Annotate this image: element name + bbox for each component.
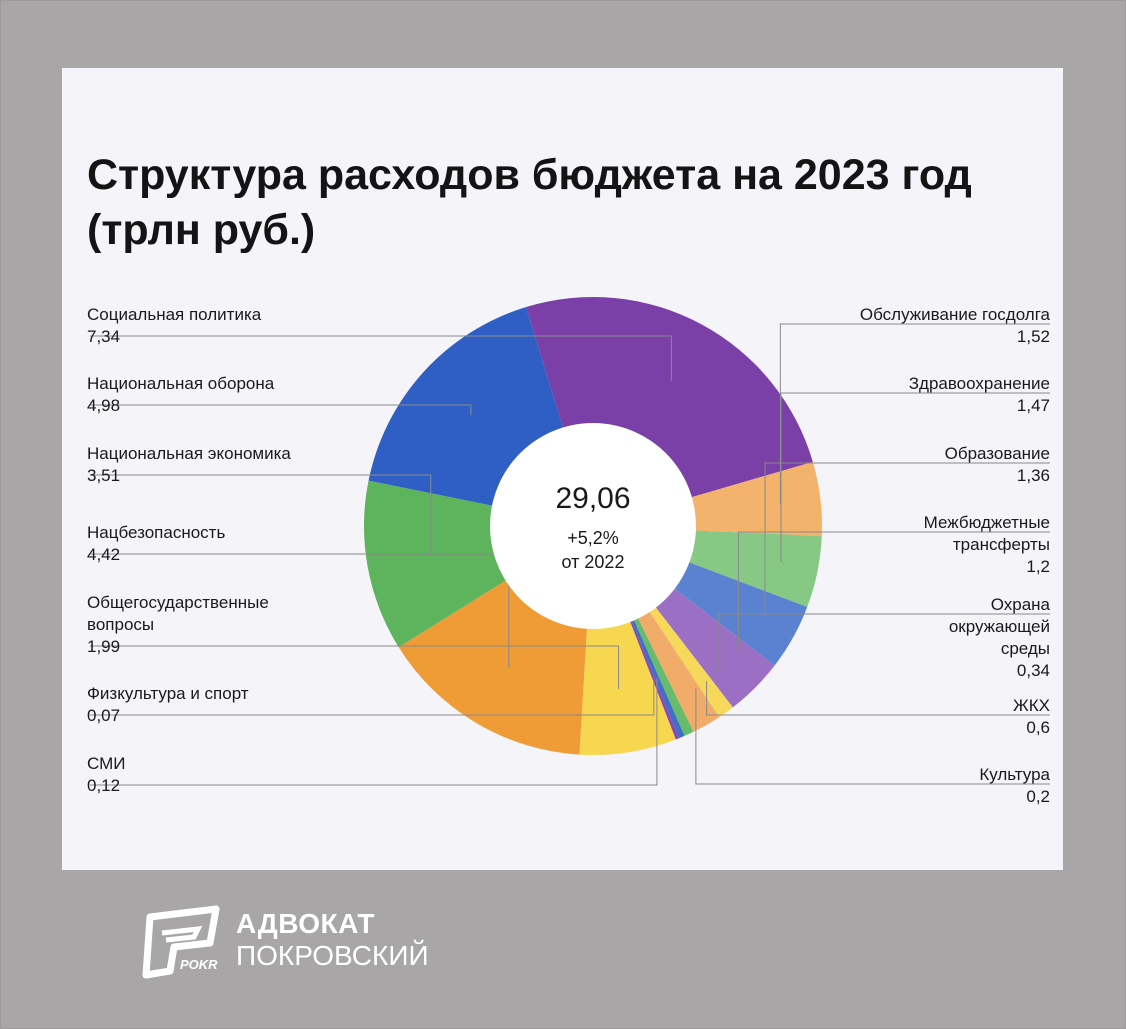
slice-label-name: Межбюджетные bbox=[923, 513, 1050, 532]
leader-line-L1 bbox=[90, 335, 672, 381]
slice-label-r-7: Культура 0,2 bbox=[979, 764, 1050, 808]
slice-label-l-7: СМИ 0,12 bbox=[87, 753, 125, 797]
chart-title: Структура расходов бюджета на 2023 год (… bbox=[87, 148, 1047, 258]
slice-label-name: Нацбезопасность bbox=[87, 523, 226, 542]
center-change-note: от 2022 bbox=[562, 552, 625, 572]
slice-label-l-5: Общегосударственные вопросы 1,99 bbox=[87, 592, 269, 658]
slice-label-name: Физкультура и спорт bbox=[87, 684, 249, 703]
slice-label-r-2: Здравоохранение 1,47 bbox=[909, 373, 1050, 417]
leader-line-R2 bbox=[780, 392, 1050, 562]
slice-label-l-6: Физкультура и спорт 0,07 bbox=[87, 683, 249, 727]
slice-label-r-3: Образование 1,36 bbox=[945, 443, 1050, 487]
slice-label-l-1: Социальная политика 7,34 bbox=[87, 304, 261, 348]
slice-label-value: 1,99 bbox=[87, 637, 121, 656]
slice-label-value: 4,98 bbox=[87, 396, 121, 415]
slice-label-value: 1,36 bbox=[1016, 466, 1050, 485]
leader-line-L7 bbox=[90, 677, 658, 786]
slice-label-name: СМИ bbox=[87, 754, 126, 773]
slice-label-value: 0,12 bbox=[87, 776, 121, 795]
brand-line-2: ПОКРОВСКИЙ bbox=[236, 940, 429, 971]
leader-line-R7 bbox=[695, 688, 1050, 785]
leader-line-R1 bbox=[779, 323, 1050, 505]
slice-label-r-5: Охрана окружающей среды 0,34 bbox=[949, 594, 1050, 682]
leader-line-L3 bbox=[90, 474, 432, 556]
slice-label-name: Образование bbox=[944, 444, 1050, 463]
slice-label-value: 0,07 bbox=[87, 706, 121, 725]
leader-line-R5 bbox=[718, 613, 1050, 672]
slice-label-name: Здравоохранение bbox=[908, 374, 1050, 393]
slice-label-name: Культура bbox=[979, 765, 1050, 784]
slice-label-l-2: Национальная оборона 4,98 bbox=[87, 373, 274, 417]
slice-label-name: вопросы bbox=[87, 615, 155, 634]
slice-label-value: 1,2 bbox=[1026, 557, 1050, 576]
slice-label-name: Национальная экономика bbox=[87, 444, 291, 463]
slice-label-l-4: Нацбезопасность 4,42 bbox=[87, 522, 225, 566]
slice-label-name: Национальная оборона bbox=[87, 374, 275, 393]
slice-label-r-1: Обслуживание госдолга 1,52 bbox=[860, 304, 1050, 348]
title-line-2: (трлн руб.) bbox=[87, 206, 316, 254]
leader-line-L2 bbox=[90, 404, 472, 416]
center-change: +5,2% bbox=[567, 528, 619, 548]
slice-label-value: 0,6 bbox=[1026, 718, 1050, 737]
slice-label-name: Социальная политика bbox=[87, 305, 262, 324]
brand-name: АДВОКАТ ПОКРОВСКИЙ bbox=[236, 908, 429, 972]
donut-hole bbox=[490, 423, 696, 629]
center-total: 29,06 bbox=[555, 482, 630, 515]
slice-label-name: окружающей bbox=[948, 617, 1050, 636]
slice-label-value: 3,51 bbox=[87, 466, 121, 485]
leader-line-R3 bbox=[764, 462, 1050, 613]
slice-label-value: 4,42 bbox=[87, 545, 121, 564]
leader-line-R4 bbox=[737, 531, 1050, 653]
leader-line-L5 bbox=[90, 645, 620, 689]
slice-label-name: трансферты bbox=[952, 535, 1050, 554]
slice-label-r-6: ЖКХ 0,6 bbox=[1013, 695, 1050, 739]
title-line-1: Структура расходов бюджета на 2023 год bbox=[87, 151, 972, 199]
slice-label-name: Обслуживание госдолга bbox=[859, 305, 1050, 324]
slice-label-value: 0,2 bbox=[1026, 787, 1050, 806]
brand-logo-icon: POKR bbox=[142, 905, 220, 979]
slice-label-value: 0,34 bbox=[1016, 661, 1050, 680]
logo-text: POKR bbox=[180, 957, 218, 972]
slice-label-name: Общегосударственные bbox=[87, 593, 269, 612]
brand-line-1: АДВОКАТ bbox=[236, 908, 376, 939]
slice-label-l-3: Национальная экономика 3,51 bbox=[87, 443, 291, 487]
slice-label-name: ЖКХ bbox=[1013, 696, 1050, 715]
slice-label-name: Охрана bbox=[990, 595, 1050, 614]
slice-label-value: 1,52 bbox=[1016, 327, 1050, 346]
slice-label-value: 7,34 bbox=[87, 327, 121, 346]
slice-label-r-4: Межбюджетные трансферты 1,2 bbox=[924, 512, 1050, 578]
leader-line-R6 bbox=[706, 681, 1050, 716]
slice-label-name: среды bbox=[1000, 639, 1050, 658]
slice-label-value: 1,47 bbox=[1016, 396, 1050, 415]
leader-line-L6 bbox=[90, 679, 655, 716]
